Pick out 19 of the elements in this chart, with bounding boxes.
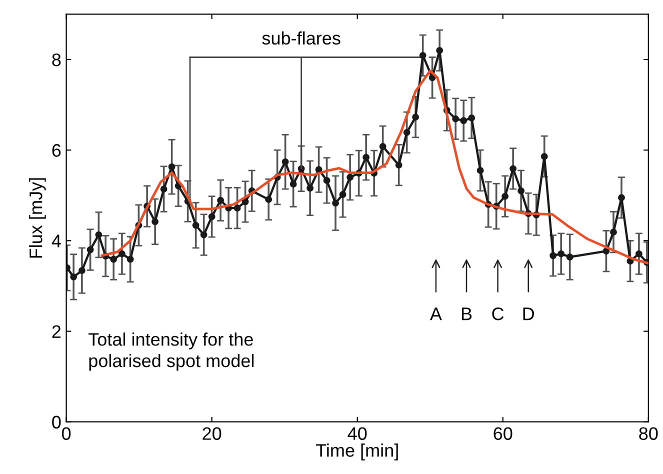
x-tick-label: 0 [62,427,71,440]
annotation: C [492,307,504,320]
x-tick-label: 40 [348,427,367,440]
annotation: A [430,308,442,320]
x-tick-label: 60 [494,427,512,440]
x-tick-label: 20 [202,427,222,440]
y-tick-label: 4 [52,234,61,248]
y-axis-title: Flux [mJy] [29,178,46,258]
y-tick-label: 0 [52,416,61,429]
line-series [100,70,648,265]
y-tick-label: 2 [52,325,61,338]
annotation: sub-flares [262,31,340,45]
annotation: D [523,308,534,320]
y-tick-label: 8 [52,53,61,66]
x-tick-label: 80 [639,427,658,440]
annotation: B [462,308,472,320]
annotation: Total intensity for the polarised spot model [88,332,254,371]
x-axis-title: Time [min] [316,444,398,460]
y-tick-label: 6 [52,144,61,157]
